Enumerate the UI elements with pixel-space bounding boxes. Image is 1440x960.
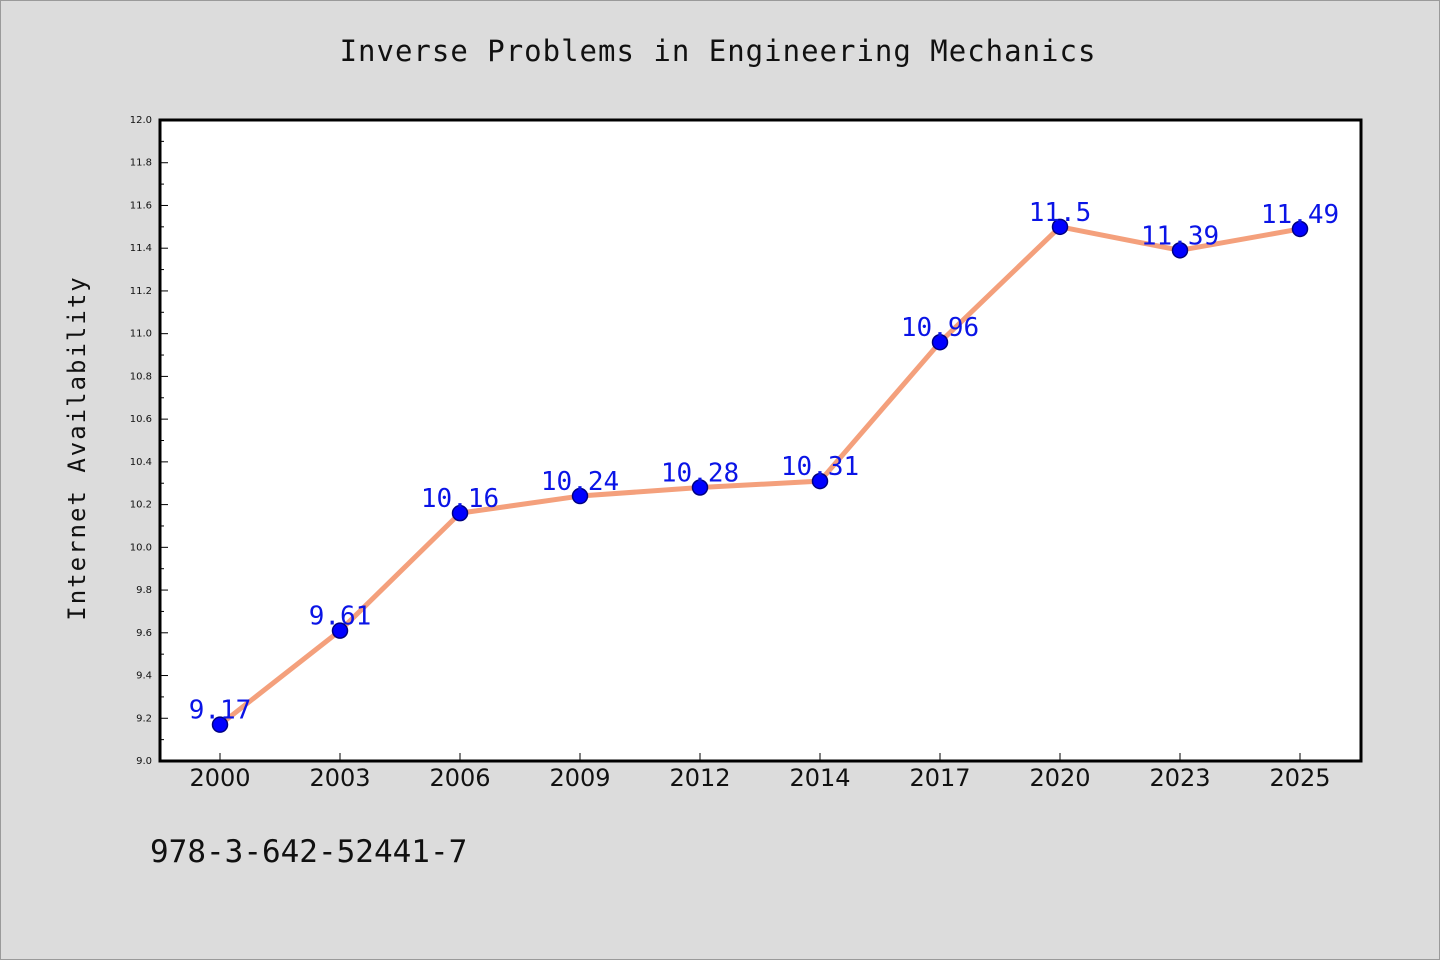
y-tick-label: 11.0	[130, 329, 152, 340]
series-line-group: 9.17 9.61 10.16 10.24 10.28 10.31 10.96 11.5 11.…	[189, 198, 1339, 733]
y-tick-label: 9.6	[136, 628, 152, 639]
y-tick-label: 10.6	[130, 414, 152, 425]
chart-title: Inverse Problems in Engineering Mechanic…	[339, 34, 1097, 68]
data-label: 11.39	[1141, 221, 1219, 251]
data-point	[931, 333, 949, 351]
y-axis: 9.0 9.2 9.4 9.6 9.8 10.0 10.2 10.4 10.6 10.8 11.0 1…	[130, 115, 168, 767]
data-point	[691, 479, 709, 496]
x-tick-label: 2000	[189, 764, 250, 792]
x-tick-label: 2012	[669, 764, 730, 792]
data-label: 11.49	[1261, 200, 1339, 230]
data-label: 10.96	[901, 313, 979, 343]
y-axis-label: Internet Availability	[63, 275, 91, 620]
data-point	[331, 622, 349, 639]
y-tick-label: 11.6	[130, 200, 152, 211]
data-label: 11.5	[1029, 198, 1092, 228]
data-point	[1171, 242, 1189, 259]
data-point	[1051, 218, 1069, 236]
y-tick-label: 11.4	[130, 243, 152, 254]
x-tick-label: 2014	[789, 764, 850, 792]
y-tick-label: 9.8	[136, 585, 152, 596]
data-label: 10.28	[661, 459, 739, 489]
data-label: 10.16	[421, 484, 499, 514]
x-tick-label: 2020	[1029, 764, 1090, 792]
data-label: 10.24	[541, 467, 619, 497]
y-tick-label: 9.2	[136, 713, 152, 724]
x-tick-label: 2003	[309, 764, 370, 792]
y-tick-label: 10.8	[130, 371, 152, 382]
x-tick-label: 2009	[549, 764, 610, 792]
y-tick-label: 11.2	[130, 286, 152, 297]
y-tick-label: 9.0	[136, 756, 152, 767]
data-point	[1291, 220, 1309, 238]
x-tick-label: 2025	[1269, 764, 1330, 792]
y-tick-label: 10.4	[130, 457, 152, 468]
data-point	[571, 487, 589, 505]
data-point	[211, 716, 229, 733]
y-tick-label: 11.8	[130, 158, 152, 169]
x-tick-label: 2006	[429, 764, 490, 792]
x-tick-label: 2023	[1149, 764, 1210, 792]
y-tick-label: 9.4	[136, 671, 152, 682]
data-label: 10.31	[781, 452, 859, 482]
data-point	[451, 504, 469, 522]
y-tick-label: 12.0	[130, 115, 152, 126]
x-tick-label: 2017	[909, 764, 970, 792]
plot-area	[158, 118, 1363, 763]
series-line	[217, 224, 1303, 728]
x-axis: 2000 2003 2006 2009 2012 2014 2017 2020 2023 2025	[189, 753, 1331, 792]
y-tick-label: 10.0	[130, 542, 152, 553]
data-label: 9.17	[189, 696, 252, 726]
y-tick-label: 10.2	[130, 500, 152, 511]
data-label: 9.61	[309, 602, 372, 632]
footer-isbn-text: 978-3-642-52441-7	[150, 834, 468, 870]
data-point	[811, 472, 829, 490]
